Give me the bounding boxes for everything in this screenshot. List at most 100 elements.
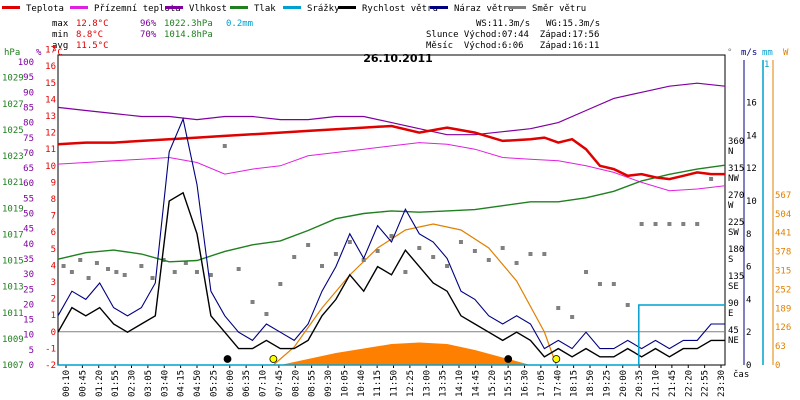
wind-tick-10: 10 — [746, 197, 757, 207]
series-vlhkost — [57, 82, 726, 136]
wind-sun-moon-info: WS:11.3m/s WG:15.3m/s Slunce Východ:07:4… — [426, 19, 600, 51]
info-sun: Slunce Východ:07:44 Západ:17:56 — [426, 30, 599, 40]
wind-direction-point — [250, 300, 255, 304]
humidity-tick-65: 65 — [23, 164, 34, 174]
wind-tick-0: 0 — [746, 361, 751, 371]
info-moon: Měsíc Východ:6:06 Západ:16:11 — [426, 41, 599, 51]
moonset-marker — [504, 355, 513, 363]
wind-direction-point — [208, 273, 213, 277]
pressure-tick-1013: 1013 — [2, 283, 24, 293]
legend-label-tlak: Tlak — [254, 4, 276, 14]
humidity-tick-15: 15 — [23, 316, 34, 326]
wind-direction-point — [667, 222, 672, 226]
wind-direction-point — [695, 222, 700, 226]
humidity-tick-0: 0 — [29, 361, 34, 371]
humidity-tick-30: 30 — [23, 270, 34, 280]
stats-min-press: 1014.8hPa — [164, 30, 213, 40]
x-tick-21:45: 21:45 — [668, 370, 678, 397]
pressure-tick-1027: 1027 — [2, 100, 24, 110]
wind-direction-point — [417, 246, 422, 250]
wind-direction-point — [333, 252, 338, 256]
wind-direction-point — [542, 252, 547, 256]
wind-direction-point — [320, 264, 325, 268]
legend-label-smer-vetru: Směr větru — [532, 4, 586, 14]
radiation-tick-252: 252 — [775, 285, 791, 295]
series-radiace — [280, 342, 531, 365]
x-tick-13:00: 13:00 — [422, 370, 432, 397]
x-tick-04:15: 04:15 — [177, 370, 187, 397]
wind-direction-point — [681, 222, 686, 226]
legend-swatch-vlhkost — [165, 6, 183, 9]
x-tick-22:55: 22:55 — [701, 370, 711, 397]
pressure-tick-1011: 1011 — [2, 309, 24, 319]
temperature-tick-13: 13 — [45, 112, 56, 122]
legend-label-srazky: Srážky — [307, 4, 340, 14]
temperature-tick-1: 1 — [51, 311, 56, 321]
pressure-tick-1017: 1017 — [2, 230, 24, 240]
humidity-tick-100: 100 — [18, 58, 34, 68]
wind-unit-label: m/s — [741, 48, 757, 58]
temperature-tick-15: 15 — [45, 79, 56, 89]
stats-max-press: 1022.3hPa — [164, 19, 213, 29]
temperature-tick-4: 4 — [51, 261, 56, 271]
temperature-tick-14: 14 — [45, 95, 56, 105]
x-tick-18:15: 18:15 — [570, 370, 580, 397]
x-tick-10:40: 10:40 — [357, 370, 367, 397]
x-tick-05:25: 05:25 — [209, 370, 219, 397]
wind-direction-point — [194, 270, 199, 274]
wind-direction-point — [86, 276, 91, 280]
wind-direction-point — [472, 249, 477, 253]
wind-direction-point — [431, 255, 436, 259]
radiation-tick-378: 378 — [775, 248, 791, 258]
wind-direction-point — [361, 258, 366, 262]
radiation-tick-126: 126 — [775, 323, 791, 333]
direction-label-SE: SE — [728, 282, 739, 292]
pressure-tick-1025: 1025 — [2, 126, 24, 136]
legend-label-naraz-vetru: Náraz větru — [454, 4, 514, 14]
wind-direction-point — [69, 270, 74, 274]
direction-tick-360: 360 — [728, 137, 744, 147]
x-tick-08:20: 08:20 — [291, 370, 301, 397]
wind-direction-point — [458, 240, 463, 244]
pressure-tick-1009: 1009 — [2, 335, 24, 345]
direction-label-E: E — [728, 309, 733, 319]
x-tick-07:10: 07:10 — [259, 370, 269, 397]
humidity-tick-20: 20 — [23, 300, 34, 310]
x-axis-label: čas — [733, 369, 749, 380]
humidity-tick-80: 80 — [23, 119, 34, 129]
stats-min-hum: 70% — [140, 30, 157, 40]
chart-title: 26.10.2011 — [363, 52, 433, 65]
wind-direction-point — [375, 249, 380, 253]
series-tlak — [57, 164, 726, 263]
x-tick-06:35: 06:35 — [242, 370, 252, 397]
humidity-tick-90: 90 — [23, 88, 34, 98]
x-tick-06:00: 06:00 — [226, 370, 236, 397]
x-tick-00:10: 00:10 — [62, 370, 72, 397]
x-tick-00:45: 00:45 — [78, 370, 88, 397]
wind-direction-point — [625, 303, 630, 307]
stats-min-label: min — [52, 30, 68, 40]
wind-direction-point — [106, 267, 111, 271]
axes: hPa% °C1029102710251023102110191017101510… — [2, 46, 791, 397]
direction-tick-180: 180 — [728, 245, 744, 255]
wind-direction-point — [264, 312, 269, 316]
sunset-marker — [552, 355, 561, 363]
stats-block: max 12.8°C 96% 1022.3hPa 0.2mm min 8.8°C… — [52, 19, 253, 51]
pressure-tick-1015: 1015 — [2, 257, 24, 267]
x-tick-08:55: 08:55 — [308, 370, 318, 397]
humidity-tick-60: 60 — [23, 179, 34, 189]
x-tick-07:45: 07:45 — [275, 370, 285, 397]
direction-tick-90: 90 — [728, 299, 739, 309]
wind-direction-point — [514, 261, 519, 265]
temperature-tick-2: 2 — [51, 295, 56, 305]
radiation-tick-63: 63 — [775, 342, 786, 352]
temperature-tick--1: -1 — [45, 344, 56, 354]
wind-direction-point — [597, 282, 602, 286]
wind-direction-point — [445, 264, 450, 268]
temperature-tick-12: 12 — [45, 129, 56, 139]
wind-tick-14: 14 — [746, 131, 757, 141]
wind-tick-8: 8 — [746, 230, 751, 240]
x-tick-15:55: 15:55 — [504, 370, 514, 397]
